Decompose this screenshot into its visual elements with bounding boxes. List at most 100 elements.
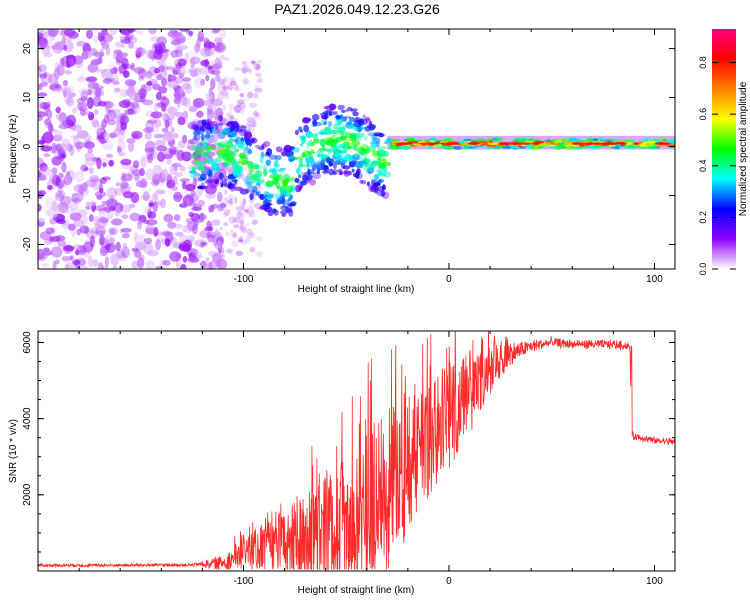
signal-cell	[329, 103, 335, 111]
noise-cell	[156, 145, 167, 152]
noise-cell	[42, 250, 53, 256]
signal-cell	[333, 111, 338, 115]
noise-cell	[123, 70, 130, 78]
signal-cell	[341, 125, 347, 130]
noise-cell	[196, 110, 204, 118]
noise-cell	[55, 84, 63, 92]
noise-cell	[65, 171, 71, 176]
noise-cell	[53, 67, 61, 80]
noise-cell	[54, 41, 66, 51]
snr-panel: -100 0 100 2000 4000 6000 Height of straight …	[8, 330, 676, 596]
noise-cell	[148, 29, 158, 35]
band-cell	[592, 138, 598, 142]
band-cell	[391, 139, 401, 142]
noise-cell	[70, 230, 76, 237]
signal-cell	[345, 146, 353, 150]
signal-cell	[295, 167, 302, 175]
signal-cell	[223, 175, 230, 181]
noise-cell	[254, 111, 260, 118]
noise-cell	[228, 216, 237, 224]
signal-cell	[194, 151, 204, 156]
signal-cell	[192, 145, 197, 152]
band-peak	[512, 142, 520, 145]
signal-cell	[359, 118, 364, 124]
noise-cell	[123, 29, 130, 37]
noise-cell	[185, 83, 193, 95]
signal-cell	[244, 180, 251, 186]
noise-cell	[233, 233, 238, 240]
noise-cell	[145, 71, 153, 79]
noise-cell	[49, 145, 60, 154]
signal-cell	[357, 124, 362, 133]
noise-cell	[57, 184, 63, 196]
band-cell	[614, 145, 620, 150]
noise-cell	[194, 239, 207, 247]
signal-cell	[328, 168, 334, 176]
noise-cell	[140, 156, 148, 168]
noise-cell	[144, 130, 153, 140]
noise-cell	[124, 79, 137, 87]
noise-cell	[246, 120, 252, 126]
noise-cell	[217, 78, 226, 85]
noise-cell	[228, 249, 233, 256]
noise-cell	[214, 37, 223, 44]
noise-cell	[121, 214, 129, 220]
noise-cell	[52, 88, 64, 94]
noise-cell	[49, 218, 58, 225]
noise-cell	[51, 167, 58, 174]
noise-cell	[95, 204, 106, 212]
noise-cell	[47, 29, 59, 37]
noise-cell	[163, 213, 174, 223]
noise-cell	[164, 238, 171, 247]
noise-cell	[130, 192, 140, 204]
noise-cell	[191, 223, 198, 235]
signal-cell	[315, 150, 323, 155]
noise-cell	[131, 130, 143, 140]
band-peak	[445, 142, 460, 145]
signal-cell	[204, 133, 210, 139]
noise-cell	[198, 35, 203, 41]
noise-cell	[230, 233, 235, 239]
signal-cell	[316, 153, 321, 158]
noise-cell	[223, 177, 227, 184]
noise-cell	[230, 201, 234, 206]
noise-cell	[87, 82, 100, 89]
signal-cell	[203, 152, 210, 159]
noise-cell	[54, 193, 65, 202]
noise-cell	[176, 44, 189, 50]
noise-cell	[52, 134, 63, 142]
signal-cell	[382, 150, 390, 157]
noise-cell	[80, 108, 86, 117]
noise-cell	[228, 103, 235, 111]
noise-cell	[111, 74, 119, 84]
band-cell	[485, 138, 495, 142]
snr-x-label: Height of straight line (km)	[298, 585, 415, 596]
signal-cell	[263, 140, 271, 148]
noise-cell	[138, 234, 146, 245]
signal-cell	[312, 119, 318, 127]
noise-cell	[152, 175, 160, 185]
noise-cell	[113, 187, 126, 196]
noise-cell	[188, 107, 196, 114]
noise-cell	[182, 110, 189, 120]
noise-cell	[48, 236, 55, 243]
signal-cell	[299, 135, 306, 140]
band-core	[545, 142, 552, 145]
snr-line-layer	[38, 331, 675, 570]
noise-cell	[47, 185, 53, 190]
noise-cell	[180, 96, 188, 106]
signal-cell	[297, 174, 302, 178]
noise-cell	[180, 263, 187, 269]
colorbar: 0.0 0.2 0.4 0.6 0.8 Normalized spectral ampl…	[698, 29, 749, 275]
noise-cell	[170, 235, 175, 241]
noise-cell	[216, 122, 223, 133]
noise-cell	[133, 173, 140, 182]
noise-cell	[38, 32, 44, 40]
noise-cell	[101, 68, 113, 80]
noise-cell	[120, 52, 128, 58]
noise-cell	[59, 57, 65, 68]
signal-cell	[305, 156, 309, 161]
noise-cell	[165, 66, 175, 71]
noise-cell	[172, 52, 184, 58]
noise-cell	[61, 152, 67, 157]
